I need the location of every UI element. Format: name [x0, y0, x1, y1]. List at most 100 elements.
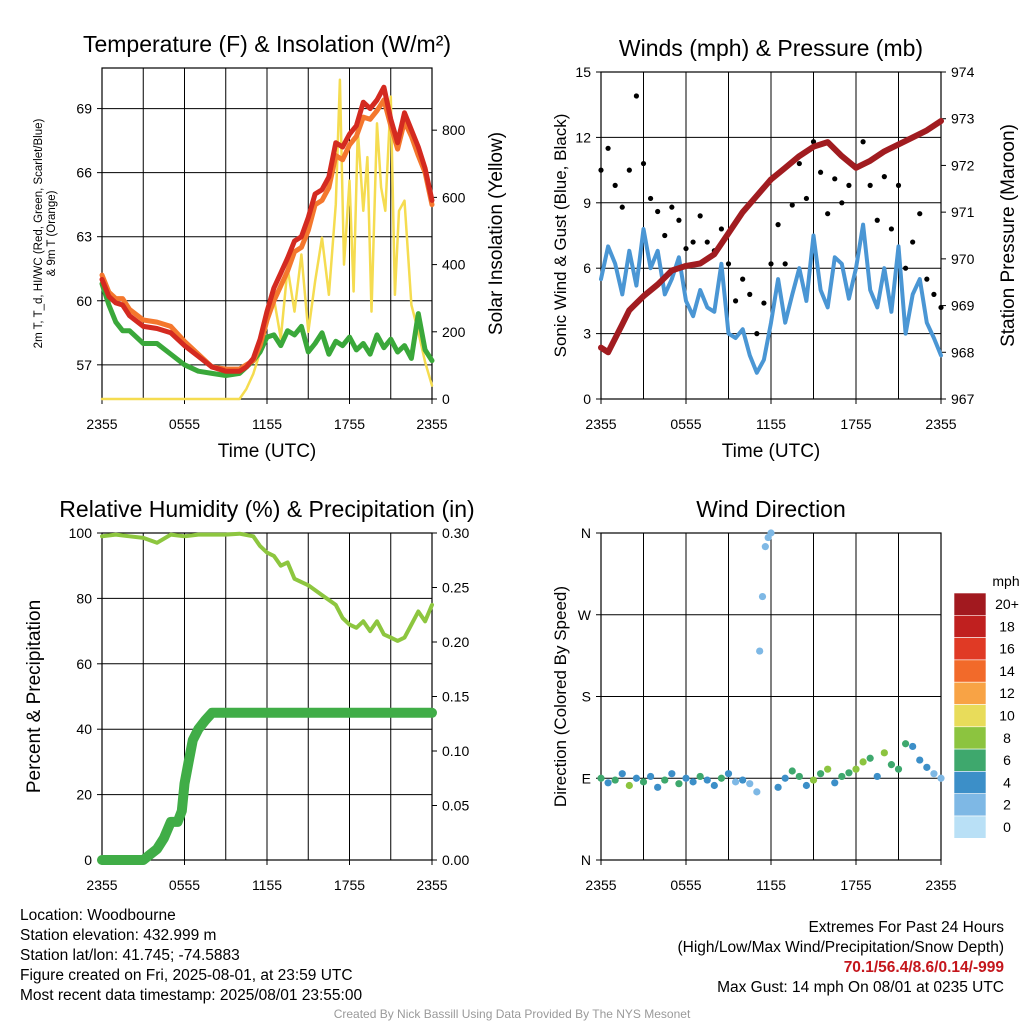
direction-point [923, 763, 931, 771]
gust-point [917, 211, 923, 217]
y-tick-label: 6 [583, 260, 591, 276]
gust-point [718, 226, 725, 232]
station-elevation: Station elevation: 432.999 m [20, 927, 217, 944]
gust-point [633, 93, 640, 99]
direction-point [646, 772, 655, 781]
direction-point [661, 776, 669, 784]
legend-label: 6 [1003, 752, 1011, 768]
direction-point [816, 770, 825, 778]
direction-point [824, 765, 832, 773]
y2-axis-label: Station Pressure (Maroon) [998, 124, 1019, 347]
gust-point [761, 300, 767, 306]
x-tick-label: 2355 [416, 416, 447, 432]
x-tick-label: 2355 [925, 877, 956, 893]
series-line-2m-t-d [99, 281, 435, 378]
direction-point [831, 779, 839, 787]
y-tick-label: 69 [76, 101, 92, 117]
direction-point [795, 772, 803, 781]
gust-point [839, 200, 845, 206]
gust-point [676, 217, 682, 223]
y2-tick-label: 0.30 [442, 525, 469, 541]
x-tick-label: 1755 [840, 416, 871, 432]
y-tick-label: 60 [76, 656, 92, 672]
direction-point [696, 772, 704, 781]
y2-tick-label: 974 [951, 64, 975, 80]
gust-point [817, 169, 824, 175]
legend-label: 0 [1003, 819, 1011, 835]
gust-point [924, 276, 930, 282]
y-tick-label: 20 [76, 787, 92, 803]
y-tick-label: 80 [76, 590, 92, 606]
y2-tick-label: 973 [951, 111, 975, 127]
gust-point [910, 239, 916, 245]
direction-point [739, 776, 747, 784]
direction-point [930, 770, 938, 778]
gust-point [888, 226, 895, 232]
gust-point [605, 145, 611, 151]
legend-title: mph [992, 573, 1019, 589]
legend-swatch [953, 704, 987, 728]
direction-point [611, 776, 619, 784]
y2-tick-label: 969 [951, 298, 975, 314]
x-tick-label: 2355 [86, 416, 117, 432]
series-line-precipitation [97, 707, 437, 865]
legend-label: 10 [999, 708, 1015, 724]
direction-point [703, 776, 711, 784]
direction-point [597, 774, 605, 782]
station-location: Location: Woodbourne [20, 907, 176, 924]
figure-created: Figure created on Fri, 2025-08-01, at 23… [20, 967, 353, 984]
direction-point [756, 647, 764, 655]
direction-point [774, 783, 782, 791]
y2-tick-label: 0.15 [442, 689, 469, 705]
extremes-subtitle: (High/Low/Max Wind/Precipitation/Snow De… [677, 939, 1005, 956]
x-tick-label: 2355 [585, 416, 616, 432]
direction-point [781, 774, 789, 782]
gust-point [704, 239, 710, 245]
direction-point [668, 770, 676, 778]
gust-point [796, 160, 802, 167]
x-tick-label: 0555 [670, 877, 701, 893]
y-tick-label: 15 [575, 64, 591, 80]
y2-tick-label: 400 [442, 257, 466, 273]
y2-tick-label: 0.05 [442, 798, 469, 814]
series-line-relative-humidity [100, 531, 434, 643]
y2-tick-label: 970 [951, 251, 975, 267]
chart-title: Winds (mph) & Pressure (mb) [619, 35, 923, 61]
latest-timestamp: Most recent data timestamp: 2025/08/01 2… [20, 987, 363, 1004]
y-tick-label: 66 [76, 165, 92, 181]
series-line-sonic-wind [599, 222, 943, 375]
y2-tick-label: 0.00 [442, 852, 469, 868]
direction-point [717, 774, 726, 782]
extremes-title: Extremes For Past 24 Hours [808, 919, 1004, 936]
direction-point [866, 754, 874, 762]
direction-point [909, 742, 917, 751]
x-tick-label: 0555 [169, 416, 200, 432]
gust-point [683, 245, 689, 252]
x-tick-label: 1755 [334, 877, 365, 893]
direction-point [767, 529, 775, 537]
gust-point [732, 298, 739, 304]
gust-point [825, 211, 831, 217]
direction-point [880, 749, 888, 757]
direction-point [937, 774, 945, 782]
direction-point [916, 756, 924, 764]
direction-point [758, 592, 767, 601]
direction-point [639, 778, 648, 786]
gust-point [669, 204, 675, 210]
x-tick-label: 2355 [585, 877, 616, 893]
legend-label: 4 [1003, 774, 1011, 790]
gust-point [874, 217, 880, 223]
legend-swatch [953, 748, 987, 772]
station-info: Location: Woodbourne Station elevation: … [20, 906, 362, 1006]
gust-point [803, 195, 810, 202]
y-tick-label: 57 [76, 357, 92, 373]
direction-point [682, 774, 690, 782]
station-latlon: Station lat/lon: 41.745; -74.5883 [20, 947, 240, 964]
direction-point [852, 765, 860, 773]
gust-point [881, 174, 887, 180]
direction-point [859, 758, 867, 766]
extremes-panel: Extremes For Past 24 Hours (High/Low/Max… [678, 918, 1005, 998]
legend-swatch [953, 592, 987, 616]
y2-tick-label: 971 [951, 204, 975, 220]
